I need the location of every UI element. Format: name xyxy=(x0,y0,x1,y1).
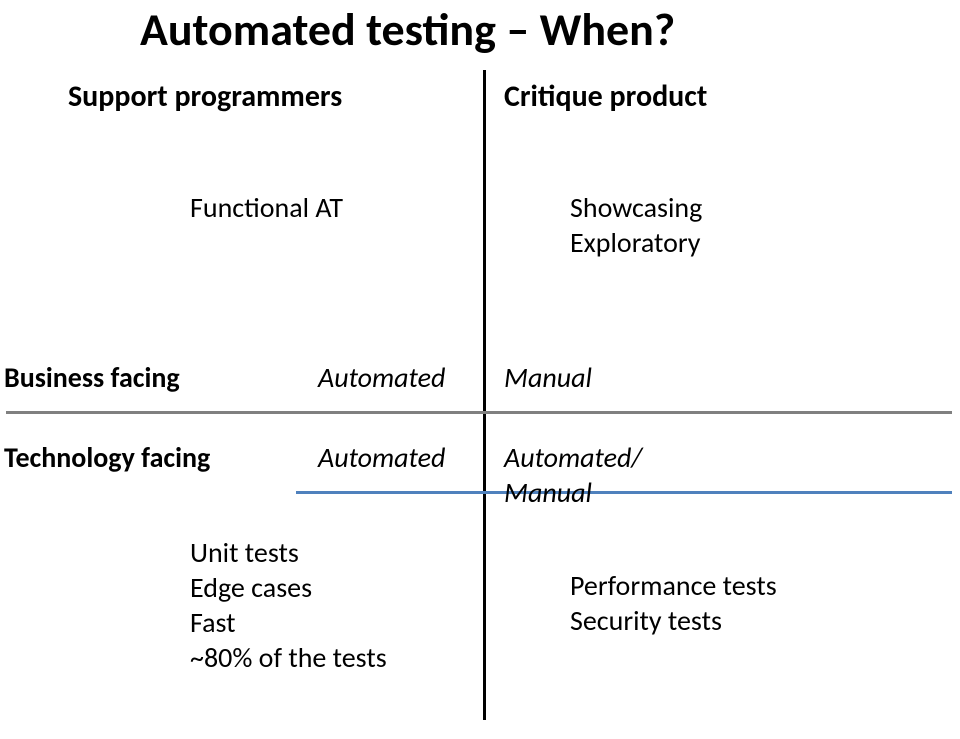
header-critique-product: Critique product xyxy=(504,78,707,115)
mid-right-automated-manual: Automated/ Manual xyxy=(504,440,642,510)
bl-line3: Fast xyxy=(190,605,387,640)
center-left-automated: Automated xyxy=(318,360,445,395)
page-title: Automated testing – When? xyxy=(140,2,675,58)
vertical-divider xyxy=(483,70,486,720)
row-label-business-facing: Business facing xyxy=(4,360,180,395)
header-support-programmers: Support programmers xyxy=(68,78,342,115)
tr-line2: Exploratory xyxy=(570,225,702,260)
mr-line1: Automated/ xyxy=(504,440,642,475)
quadrant-top-right: Showcasing Exploratory xyxy=(570,190,702,260)
mr-line2: Manual xyxy=(504,475,642,510)
bl-line1: Unit tests xyxy=(190,535,387,570)
bl-line2: Edge cases xyxy=(190,570,387,605)
quadrant-bottom-left: Unit tests Edge cases Fast ~80% of the t… xyxy=(190,535,387,675)
quadrant-bottom-right: Performance tests Security tests xyxy=(570,568,777,638)
br-line1: Performance tests xyxy=(570,568,777,603)
center-right-manual: Manual xyxy=(504,360,592,395)
row-label-technology-facing: Technology facing xyxy=(4,440,210,475)
mid-left-automated: Automated xyxy=(318,440,445,475)
quadrant-top-left: Functional AT xyxy=(190,190,343,225)
horizontal-divider-top xyxy=(6,411,952,414)
tr-line1: Showcasing xyxy=(570,190,702,225)
br-line2: Security tests xyxy=(570,603,777,638)
bl-line4: ~80% of the tests xyxy=(190,640,387,675)
diagram-container: Automated testing – When? Support progra… xyxy=(0,0,960,739)
